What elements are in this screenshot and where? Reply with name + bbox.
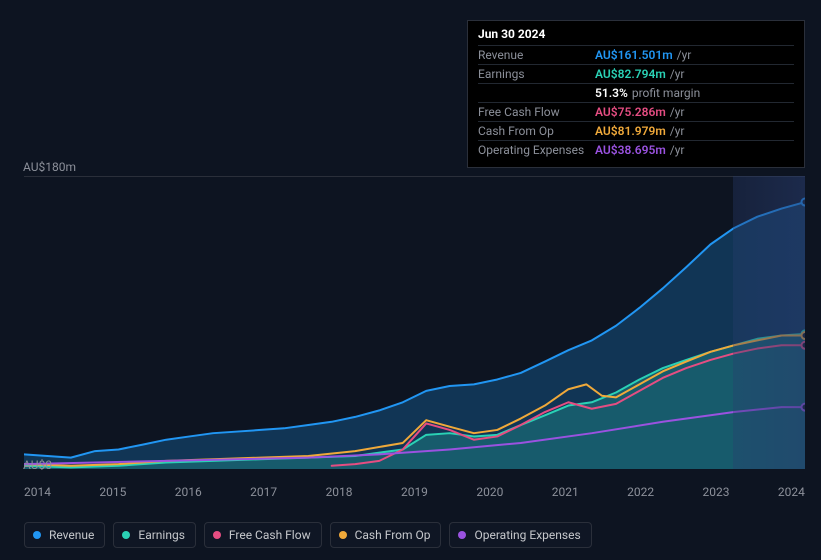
x-tick: 2022 <box>627 485 654 499</box>
x-axis: 2014 2015 2016 2017 2018 2019 2020 2021 2022 2023… <box>24 485 805 499</box>
legend-label: Free Cash Flow <box>229 528 311 542</box>
x-tick: 2021 <box>552 485 579 499</box>
legend-item-cashop[interactable]: Cash From Op <box>330 522 442 548</box>
legend-label: Cash From Op <box>355 528 431 542</box>
x-tick: 2017 <box>250 485 277 499</box>
legend-dot-icon <box>122 531 130 539</box>
tooltip-value: AU$75.286m <box>595 105 666 119</box>
tooltip-label: Earnings <box>478 67 595 81</box>
tooltip-date: Jun 30 2024 <box>478 27 794 41</box>
tooltip-row: EarningsAU$82.794m/yr <box>478 64 794 83</box>
legend-dot-icon <box>213 531 221 539</box>
legend-item-earnings[interactable]: Earnings <box>113 522 196 548</box>
x-tick: 2016 <box>175 485 202 499</box>
tooltip-value: AU$161.501m <box>595 48 673 62</box>
x-tick: 2018 <box>326 485 353 499</box>
tooltip-value: 51.3% <box>595 86 628 100</box>
tooltip-row: Cash From OpAU$81.979m/yr <box>478 121 794 140</box>
x-tick: 2024 <box>778 485 805 499</box>
tooltip-label: Cash From Op <box>478 124 595 138</box>
tooltip-unit: profit margin <box>632 86 700 100</box>
legend-label: Operating Expenses <box>474 528 580 542</box>
chart-svg <box>24 176 805 469</box>
legend-dot-icon <box>339 531 347 539</box>
data-tooltip: Jun 30 2024 RevenueAU$161.501m/yrEarning… <box>467 20 805 168</box>
x-tick: 2015 <box>99 485 126 499</box>
legend-item-opex[interactable]: Operating Expenses <box>449 522 591 548</box>
tooltip-unit: /yr <box>670 105 685 119</box>
x-tick: 2020 <box>476 485 503 499</box>
legend-dot-icon <box>33 531 41 539</box>
tooltip-unit: /yr <box>670 67 685 81</box>
legend-label: Revenue <box>49 528 94 542</box>
tooltip-unit: /yr <box>670 143 685 157</box>
tooltip-value: AU$38.695m <box>595 143 666 157</box>
tooltip-unit: /yr <box>670 124 685 138</box>
tooltip-row: Operating ExpensesAU$38.695m/yr <box>478 140 794 159</box>
chart-plot <box>24 176 805 469</box>
legend-item-fcf[interactable]: Free Cash Flow <box>204 522 322 548</box>
tooltip-value: AU$81.979m <box>595 124 666 138</box>
tooltip-row: RevenueAU$161.501m/yr <box>478 45 794 64</box>
y-axis-label: AU$0 <box>23 458 52 472</box>
tooltip-row: Free Cash FlowAU$75.286m/yr <box>478 102 794 121</box>
tooltip-value: AU$82.794m <box>595 67 666 81</box>
legend-dot-icon <box>458 531 466 539</box>
tooltip-label: Free Cash Flow <box>478 105 595 119</box>
x-tick: 2023 <box>703 485 730 499</box>
tooltip-label: Revenue <box>478 48 595 62</box>
tooltip-label: Operating Expenses <box>478 143 595 157</box>
projection-shade <box>733 176 805 469</box>
y-axis-label: AU$180m <box>23 160 76 174</box>
legend-item-revenue[interactable]: Revenue <box>24 522 105 548</box>
legend-label: Earnings <box>138 528 185 542</box>
x-tick: 2019 <box>401 485 428 499</box>
tooltip-unit: /yr <box>677 48 692 62</box>
tooltip-row: 51.3% profit margin <box>478 83 794 102</box>
x-tick: 2014 <box>24 485 51 499</box>
legend: Revenue Earnings Free Cash Flow Cash From O… <box>24 522 592 548</box>
